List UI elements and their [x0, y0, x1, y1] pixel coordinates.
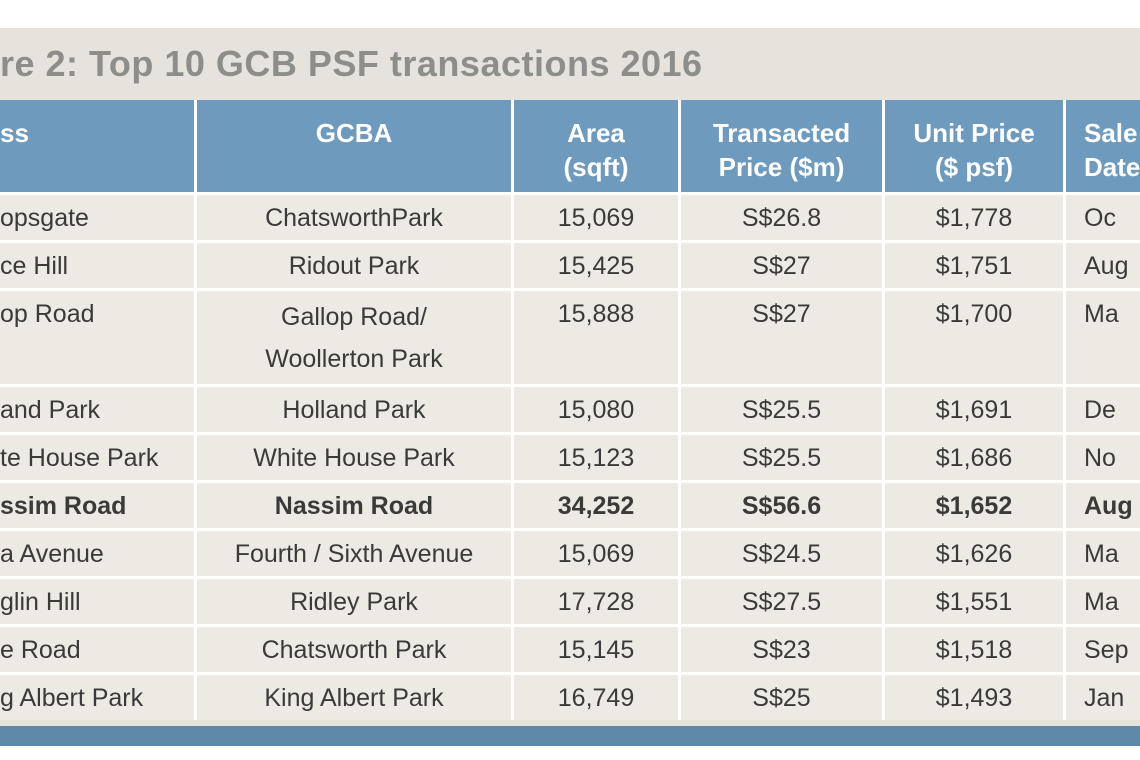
cell-address: e Road	[0, 627, 194, 672]
column-header-address: ss	[0, 100, 194, 192]
cell-address: op Road	[0, 291, 194, 384]
next-section-bar	[0, 726, 1140, 746]
cell-gcba: Chatsworth Park	[197, 627, 511, 672]
cell-address: te House Park	[0, 435, 194, 480]
cell-address: ce Hill	[0, 243, 194, 288]
table-body: opsgate ChatsworthPark 15,069 S$26.8 $1,778 O…	[0, 195, 1140, 720]
figure-title: re 2: Top 10 GCB PSF transactions 2016	[0, 43, 703, 84]
cell-transacted_price: S$26.8	[681, 195, 882, 240]
transactions-table: ss GCBA Area (sqft) Transacted Price ($m) Unit…	[0, 100, 1140, 720]
cell-sale_date: Aug	[1066, 243, 1140, 288]
cell-area_sqft: 16,749	[514, 675, 678, 720]
cell-address: and Park	[0, 387, 194, 432]
top-white-margin	[0, 0, 1140, 28]
cell-gcba: Ridout Park	[197, 243, 511, 288]
cell-transacted_price: S$24.5	[681, 531, 882, 576]
table-row: ce Hill Ridout Park 15,425 S$27 $1,751 Aug	[0, 243, 1140, 288]
cell-area_sqft: 15,080	[514, 387, 678, 432]
cell-gcba: King Albert Park	[197, 675, 511, 720]
table-row: e Road Chatsworth Park 15,145 S$23 $1,518 Sep	[0, 627, 1140, 672]
cell-unit_price: $1,700	[885, 291, 1063, 384]
cell-unit_price: $1,493	[885, 675, 1063, 720]
cell-area_sqft: 15,425	[514, 243, 678, 288]
cell-gcba: Nassim Road	[197, 483, 511, 528]
cell-unit_price: $1,691	[885, 387, 1063, 432]
cell-transacted_price: S$25	[681, 675, 882, 720]
cell-transacted_price: S$25.5	[681, 435, 882, 480]
cell-sale_date: Sep	[1066, 627, 1140, 672]
cell-unit_price: $1,778	[885, 195, 1063, 240]
table-header-row: ss GCBA Area (sqft) Transacted Price ($m) Unit…	[0, 100, 1140, 192]
cell-area_sqft: 15,888	[514, 291, 678, 384]
column-header-transacted_price: Transacted Price ($m)	[681, 100, 882, 192]
column-header-sale_date: Sale Date	[1066, 100, 1140, 192]
cell-transacted_price: S$25.5	[681, 387, 882, 432]
cell-sale_date: Aug	[1066, 483, 1140, 528]
cell-transacted_price: S$23	[681, 627, 882, 672]
cell-sale_date: Jan	[1066, 675, 1140, 720]
cell-address: ssim Road	[0, 483, 194, 528]
column-header-gcba: GCBA	[197, 100, 511, 192]
cell-sale_date: Ma	[1066, 531, 1140, 576]
cell-unit_price: $1,686	[885, 435, 1063, 480]
cell-area_sqft: 15,069	[514, 531, 678, 576]
cell-area_sqft: 17,728	[514, 579, 678, 624]
cell-unit_price: $1,652	[885, 483, 1063, 528]
cell-sale_date: Oc	[1066, 195, 1140, 240]
cell-address: a Avenue	[0, 531, 194, 576]
cell-sale_date: De	[1066, 387, 1140, 432]
cell-sale_date: Ma	[1066, 579, 1140, 624]
cell-area_sqft: 34,252	[514, 483, 678, 528]
cell-transacted_price: S$27	[681, 243, 882, 288]
table-row: a Avenue Fourth / Sixth Avenue 15,069 S$24.…	[0, 531, 1140, 576]
cell-transacted_price: S$27	[681, 291, 882, 384]
cell-gcba: Holland Park	[197, 387, 511, 432]
cell-address: g Albert Park	[0, 675, 194, 720]
figure-2-block: re 2: Top 10 GCB PSF transactions 2016 s…	[0, 28, 1140, 746]
column-header-unit_price: Unit Price ($ psf)	[885, 100, 1063, 192]
table-row: ssim Road Nassim Road 34,252 S$56.6 $1,652 Au…	[0, 483, 1140, 528]
table-row: glin Hill Ridley Park 17,728 S$27.5 $1,551 Ma	[0, 579, 1140, 624]
cell-address: opsgate	[0, 195, 194, 240]
table-row: g Albert Park King Albert Park 16,749 S$25 $…	[0, 675, 1140, 720]
cell-gcba: Fourth / Sixth Avenue	[197, 531, 511, 576]
table-row: te House Park White House Park 15,123 S$25.…	[0, 435, 1140, 480]
cell-area_sqft: 15,145	[514, 627, 678, 672]
cell-unit_price: $1,626	[885, 531, 1063, 576]
cell-gcba: ChatsworthPark	[197, 195, 511, 240]
cell-transacted_price: S$27.5	[681, 579, 882, 624]
column-header-area_sqft: Area (sqft)	[514, 100, 678, 192]
cell-unit_price: $1,551	[885, 579, 1063, 624]
cell-gcba: White House Park	[197, 435, 511, 480]
table-bottom-gap	[0, 720, 1140, 726]
cell-transacted_price: S$56.6	[681, 483, 882, 528]
table-row: and Park Holland Park 15,080 S$25.5 $1,691 De	[0, 387, 1140, 432]
cell-unit_price: $1,518	[885, 627, 1063, 672]
cell-gcba: Ridley Park	[197, 579, 511, 624]
cell-area_sqft: 15,123	[514, 435, 678, 480]
cell-sale_date: Ma	[1066, 291, 1140, 384]
cell-gcba: Gallop Road/Woollerton Park	[197, 291, 511, 384]
cell-area_sqft: 15,069	[514, 195, 678, 240]
table-row: opsgate ChatsworthPark 15,069 S$26.8 $1,778 O…	[0, 195, 1140, 240]
cell-address: glin Hill	[0, 579, 194, 624]
cell-unit_price: $1,751	[885, 243, 1063, 288]
cell-sale_date: No	[1066, 435, 1140, 480]
table-row: op Road Gallop Road/Woollerton Park 15,888…	[0, 291, 1140, 384]
